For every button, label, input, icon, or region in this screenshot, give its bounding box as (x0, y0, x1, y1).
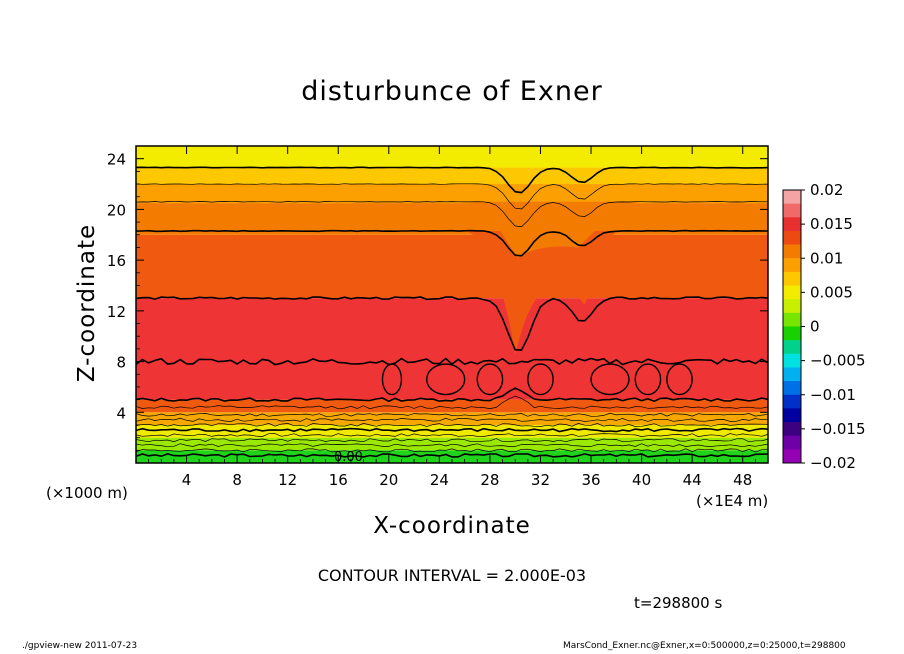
x-tick-label: 8 (232, 471, 242, 489)
field-band-8 (136, 184, 768, 204)
contour-line-8km (136, 357, 768, 366)
contour-line-5 (136, 427, 768, 433)
contour-line-3 (136, 438, 768, 443)
contour-line-11 (136, 296, 768, 351)
x-tick-label: 20 (379, 471, 398, 489)
contour-cell-4 (590, 363, 630, 396)
x-axis: 4 8 12 16 20 24 28 32 36 40 44 48 (148, 146, 756, 489)
contour-cell-5 (634, 363, 662, 396)
colorbar-swatch-4 (783, 244, 801, 259)
colorbar-swatch-15 (783, 394, 801, 409)
contour-line-6 (136, 423, 768, 427)
heatmap-field (136, 146, 768, 463)
contour-lines (136, 166, 768, 458)
colorbar-swatch-18 (783, 435, 801, 450)
time-label: t=298800 s (634, 594, 723, 612)
contour-line-0 (136, 453, 768, 458)
x-unit-left: (×1000 m) (46, 484, 128, 502)
x-axis-label: X-coordinate (373, 513, 531, 539)
contour-line-7 (136, 417, 768, 422)
colorbar-swatch-9 (783, 312, 801, 327)
x-tick-label: 24 (430, 471, 449, 489)
contour-cell-2 (476, 363, 504, 396)
colorbar-label: −0.005 (810, 352, 866, 370)
y-tick-label: 12 (107, 303, 126, 321)
contour-line-8 (136, 412, 768, 417)
colorbar-swatch-12 (783, 353, 801, 368)
colorbar-swatch-0 (783, 190, 801, 205)
contour-interval: CONTOUR INTERVAL = 2.000E-03 (317, 566, 587, 585)
field-band-2 (136, 424, 768, 438)
contour-line-9 (136, 395, 768, 410)
x-tick-label: 36 (581, 471, 600, 489)
contour-cell-3 (527, 363, 554, 396)
x-tick-label: 16 (329, 471, 348, 489)
colorbar-swatch-8 (783, 299, 801, 314)
colorbar-swatch-5 (783, 258, 801, 273)
colorbar: 0.02 0.015 0.01 0.005 0 −0.005 −0.01 −0.015 −0.0… (782, 181, 866, 472)
x-tick-label: 40 (632, 471, 651, 489)
x-tick-label: 32 (531, 471, 550, 489)
contour-line-14 (136, 183, 768, 210)
colorbar-label: −0.01 (810, 386, 856, 404)
y-tick-label: 4 (116, 404, 126, 422)
y-tick-label: 24 (107, 151, 126, 169)
contour-line-13 (136, 201, 768, 228)
field-band-6 (136, 234, 768, 299)
x-tick-label: 44 (683, 471, 702, 489)
contour-line-12 (136, 229, 768, 257)
contour-line-2 (136, 443, 768, 448)
chart-title: disturbunce of Exner (301, 76, 603, 107)
x-unit-right: (×1E4 m) (696, 492, 769, 510)
y-tick-label: 8 (116, 354, 126, 372)
colorbar-swatch-11 (783, 340, 801, 355)
colorbar-swatch-7 (783, 285, 801, 300)
contour-line-15 (136, 166, 768, 194)
field-dip-upper (464, 201, 642, 258)
contour-line-1 (136, 448, 768, 453)
contour-cell-1 (426, 363, 466, 396)
field-band-10 (136, 146, 768, 168)
colorbar-label: 0.015 (810, 215, 853, 233)
colorbar-label: 0.02 (810, 181, 843, 199)
colorbar-swatch-14 (783, 381, 801, 396)
colorbar-swatch-13 (783, 367, 801, 382)
field-band-7 (136, 203, 768, 235)
x-tick-label: 12 (278, 471, 297, 489)
colorbar-swatch-16 (783, 408, 801, 423)
contour-value-label: 0.00 (334, 450, 363, 465)
field-band-9 (136, 167, 768, 185)
colorbar-swatch-17 (783, 422, 801, 437)
colorbar-label: 0.01 (810, 249, 843, 267)
colorbar-swatch-2 (783, 217, 801, 232)
contour-cell-0 (381, 363, 403, 396)
x-tick-label: 48 (733, 471, 752, 489)
colorbar-swatch-6 (783, 271, 801, 287)
field-band-4 (136, 399, 768, 413)
contour-line-4 (136, 433, 768, 438)
x-tick-label: 4 (182, 471, 192, 489)
colorbar-swatch-10 (783, 326, 801, 341)
colorbar-swatch-19 (783, 449, 801, 464)
footer-right: MarsCond_Exner.nc@Exner,x=0:500000,z=0:2… (563, 641, 846, 651)
colorbar-swatch-1 (783, 203, 801, 218)
y-axis: 4 8 12 16 20 24 (107, 151, 768, 451)
contour-line-10 (136, 387, 768, 403)
colorbar-label: 0 (810, 318, 820, 336)
y-axis-label: Z-coordinate (74, 223, 100, 383)
footer-left: ./gpview-new 2011-07-23 (22, 641, 138, 651)
colorbar-swatch-3 (783, 230, 801, 246)
colorbar-label: −0.02 (810, 454, 856, 472)
y-tick-label: 20 (107, 201, 126, 219)
field-band-5 (136, 298, 768, 400)
field-dip (464, 230, 617, 356)
colorbar-label: 0.005 (810, 283, 853, 301)
y-tick-label: 16 (107, 252, 126, 270)
field-band-3 (136, 412, 768, 425)
x-tick-label: 28 (480, 471, 499, 489)
colorbar-label: −0.015 (810, 420, 866, 438)
contour-cell-6 (666, 363, 693, 396)
